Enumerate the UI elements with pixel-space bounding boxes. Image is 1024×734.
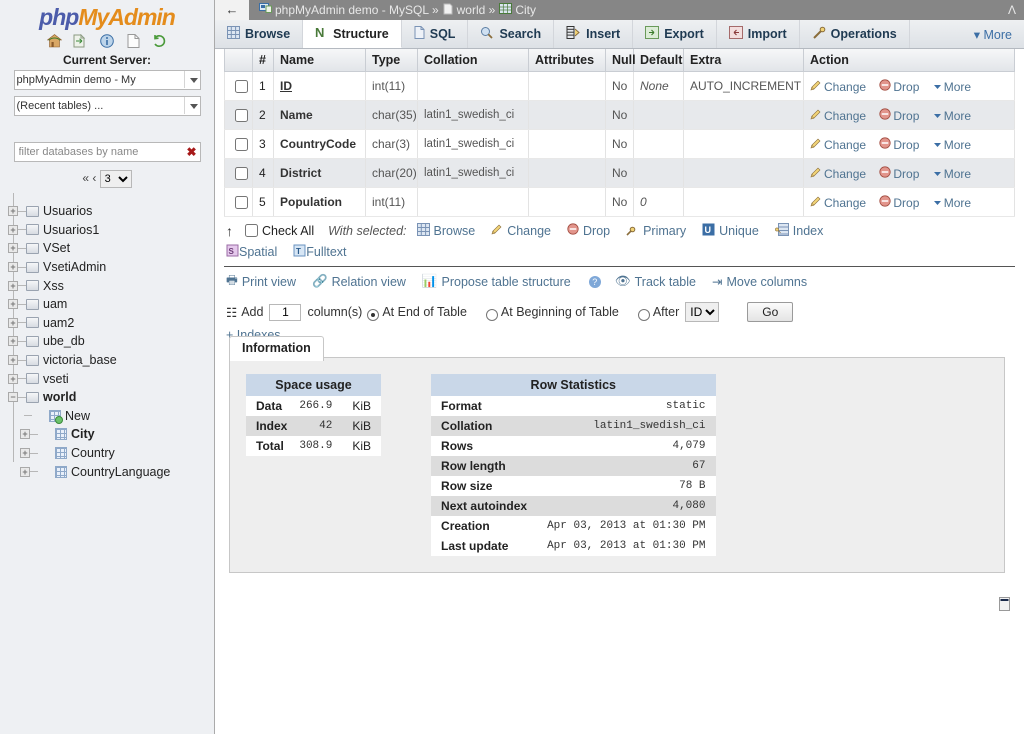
svg-text:U: U: [705, 225, 712, 235]
svg-text:N: N: [315, 26, 324, 39]
svg-text:S: S: [229, 247, 235, 256]
svg-text:T: T: [296, 247, 301, 256]
